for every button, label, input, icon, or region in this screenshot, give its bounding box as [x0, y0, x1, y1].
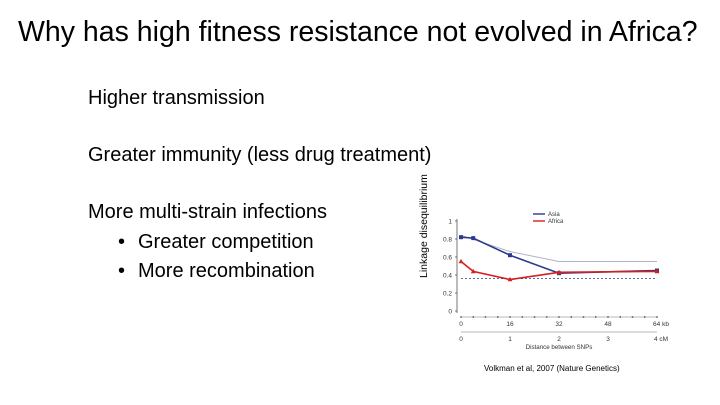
- x-axis-dot: [656, 316, 658, 318]
- y-tick-label: 1: [448, 218, 452, 225]
- x-axis-dot: [496, 316, 499, 318]
- x-tick-label-kb: 16: [506, 321, 514, 328]
- x-axis-dot: [521, 316, 524, 318]
- legend-label-asia: Asia: [548, 212, 560, 218]
- data-point-africa: [507, 276, 513, 282]
- bullet-greater-immunity: Greater immunity (less drug treatment): [88, 144, 432, 166]
- x-axis-dot: [619, 316, 622, 318]
- data-point-asia: [471, 236, 476, 241]
- series-line-asia: [460, 236, 658, 275]
- x-tick-label-cm: 2: [557, 336, 561, 343]
- x-axis-dot: [509, 316, 511, 318]
- x-axis-dot: [533, 316, 536, 318]
- x-axis-dot: [484, 316, 487, 318]
- upper-envelope-line: [460, 234, 657, 262]
- data-point-asia: [508, 253, 512, 258]
- chart-ylabel: Linkage disequilibrium: [418, 174, 430, 278]
- x-tick-label-cm: 1: [508, 336, 512, 343]
- y-tick-label: 0: [448, 308, 452, 315]
- legend-label-africa: Africa: [548, 219, 564, 225]
- bullet-higher-transmission: Higher transmission: [88, 87, 265, 109]
- x-axis-dot: [582, 316, 585, 318]
- slide-title: Why has high fitness resistance not evol…: [18, 16, 698, 48]
- y-tick-label: 0.8: [443, 236, 452, 243]
- sub-bullet-item: • More recombination: [118, 259, 315, 288]
- chart-xlabel: Distance between SNPs: [526, 344, 593, 351]
- sub-bullet-item: • Greater competition: [118, 230, 315, 259]
- x-axis-dot: [545, 316, 548, 318]
- bullet-dot-icon: •: [118, 231, 126, 253]
- x-tick-label-cm: 0: [459, 336, 463, 343]
- sub-bullet-text: More recombination: [138, 260, 315, 282]
- x-tick-label-cm: 3: [606, 336, 610, 343]
- data-point-africa: [556, 269, 562, 275]
- data-point-africa: [470, 268, 476, 274]
- bullet-multi-strain-infections: More multi-strain infections: [88, 201, 327, 223]
- sub-bullet-list: • Greater competition • More recombination: [118, 230, 315, 288]
- bullet-dot-icon: •: [118, 260, 126, 282]
- citation: Volkman et al, 2007 (Nature Genetics): [484, 364, 620, 373]
- x-axis-dot: [594, 316, 597, 318]
- x-tick-label-cm: 4 cM: [654, 336, 668, 343]
- sub-bullet-text: Greater competition: [138, 231, 314, 253]
- data-point-asia: [459, 235, 463, 240]
- x-tick-label-kb: 0: [459, 321, 463, 328]
- x-axis-dot: [570, 316, 573, 318]
- x-axis-dot: [631, 316, 634, 318]
- x-axis-dot: [643, 316, 646, 318]
- data-point-africa: [654, 268, 660, 274]
- x-tick-label-kb: 64 kb: [653, 321, 669, 328]
- x-tick-label-kb: 32: [555, 321, 563, 328]
- x-axis-dot: [460, 316, 462, 318]
- x-axis-dot: [607, 316, 609, 318]
- y-tick-label: 0.4: [443, 272, 452, 279]
- y-tick-label: 0.6: [443, 254, 452, 261]
- x-tick-label-kb: 48: [604, 321, 612, 328]
- x-axis-dot: [558, 316, 560, 318]
- y-tick-label: 0.2: [443, 290, 452, 297]
- data-point-africa: [458, 258, 464, 264]
- x-axis-dot: [472, 316, 475, 318]
